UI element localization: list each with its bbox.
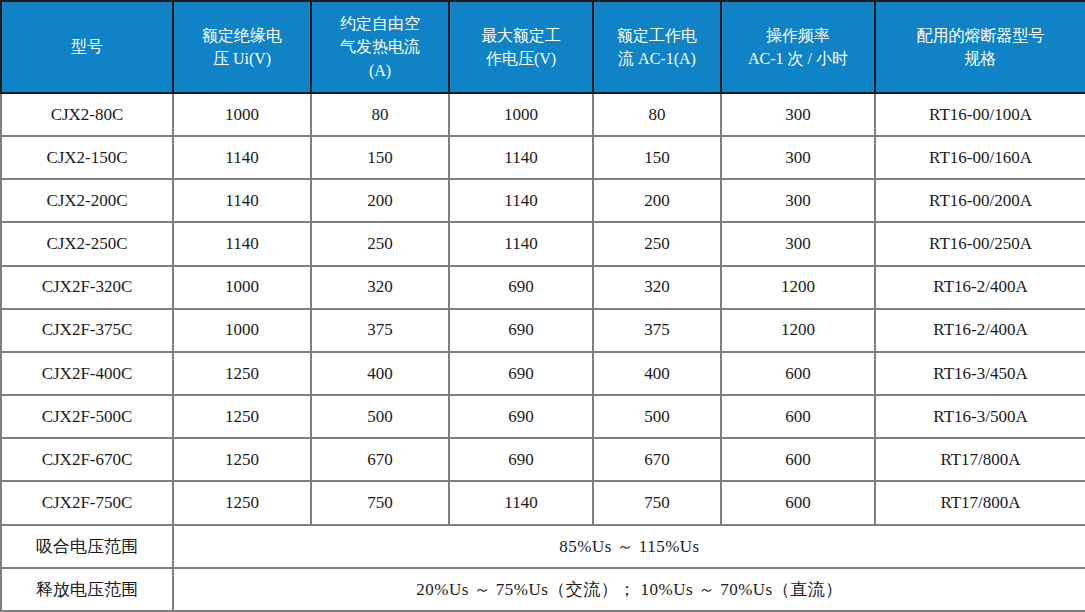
value-cell: 1000 (173, 93, 311, 136)
value-cell: 400 (311, 352, 449, 395)
value-cell: 250 (593, 222, 721, 265)
value-cell: 80 (311, 93, 449, 136)
value-cell: 150 (593, 136, 721, 179)
value-cell: 1140 (173, 222, 311, 265)
value-cell: 375 (311, 309, 449, 352)
table-body: CJX2-80C100080100080300RT16-00/100ACJX2-… (1, 93, 1085, 525)
release-voltage-label: 释放电压范围 (1, 568, 173, 611)
value-cell: 300 (721, 136, 875, 179)
header-row: 型号 额定绝缘电 压 Ui(V) 约定自由空 气发热电流 (A) 最大额定工 作… (1, 1, 1085, 93)
column-header-insulation-voltage: 额定绝缘电 压 Ui(V) (173, 1, 311, 93)
value-cell: 200 (311, 179, 449, 222)
value-cell: RT16-3/450A (875, 352, 1085, 395)
value-cell: 1000 (173, 309, 311, 352)
value-cell: 1250 (173, 438, 311, 481)
value-cell: 1140 (173, 136, 311, 179)
value-cell: RT16-00/200A (875, 179, 1085, 222)
table-row: CJX2F-320C10003206903201200RT16-2/400A (1, 266, 1085, 309)
value-cell: 690 (449, 309, 593, 352)
value-cell: 600 (721, 352, 875, 395)
pickup-voltage-row: 吸合电压范围 85%Us ～ 115%Us (1, 525, 1085, 568)
column-header-thermal-current: 约定自由空 气发热电流 (A) (311, 1, 449, 93)
value-cell: RT16-00/250A (875, 222, 1085, 265)
model-cell: CJX2-150C (1, 136, 173, 179)
pickup-voltage-value: 85%Us ～ 115%Us (173, 525, 1085, 568)
table-row: CJX2F-750C12507501140750600RT17/800A (1, 481, 1085, 524)
value-cell: 600 (721, 438, 875, 481)
value-cell: 300 (721, 179, 875, 222)
column-header-rated-current: 额定工作电 流 AC-1(A) (593, 1, 721, 93)
model-cell: CJX2-80C (1, 93, 173, 136)
value-cell: 500 (311, 395, 449, 438)
table-row: CJX2-80C100080100080300RT16-00/100A (1, 93, 1085, 136)
contactor-spec-table: 型号 额定绝缘电 压 Ui(V) 约定自由空 气发热电流 (A) 最大额定工 作… (0, 0, 1085, 612)
value-cell: 750 (311, 481, 449, 524)
value-cell: 500 (593, 395, 721, 438)
value-cell: 1250 (173, 481, 311, 524)
release-voltage-row: 释放电压范围 20%Us ～ 75%Us（交流）； 10%Us ～ 70%Us（… (1, 568, 1085, 611)
value-cell: 80 (593, 93, 721, 136)
table-row: CJX2-200C11402001140200300RT16-00/200A (1, 179, 1085, 222)
table-row: CJX2F-500C1250500690500600RT16-3/500A (1, 395, 1085, 438)
value-cell: 300 (721, 222, 875, 265)
value-cell: 690 (449, 352, 593, 395)
model-cell: CJX2-200C (1, 179, 173, 222)
pickup-voltage-label: 吸合电压范围 (1, 525, 173, 568)
value-cell: 375 (593, 309, 721, 352)
model-cell: CJX2F-400C (1, 352, 173, 395)
value-cell: 1250 (173, 395, 311, 438)
table-row: CJX2F-670C1250670690670600RT17/800A (1, 438, 1085, 481)
column-header-max-voltage: 最大额定工 作电压(V) (449, 1, 593, 93)
table-row: CJX2F-375C10003756903751200RT16-2/400A (1, 309, 1085, 352)
model-cell: CJX2F-750C (1, 481, 173, 524)
value-cell: 200 (593, 179, 721, 222)
model-cell: CJX2F-375C (1, 309, 173, 352)
value-cell: 1200 (721, 266, 875, 309)
table-row: CJX2F-400C1250400690400600RT16-3/450A (1, 352, 1085, 395)
value-cell: 1140 (449, 136, 593, 179)
table-row: CJX2-250C11402501140250300RT16-00/250A (1, 222, 1085, 265)
value-cell: 600 (721, 395, 875, 438)
value-cell: 1200 (721, 309, 875, 352)
value-cell: 690 (449, 438, 593, 481)
value-cell: 600 (721, 481, 875, 524)
value-cell: 1000 (173, 266, 311, 309)
value-cell: 1140 (173, 179, 311, 222)
value-cell: 1000 (449, 93, 593, 136)
value-cell: 300 (721, 93, 875, 136)
value-cell: 750 (593, 481, 721, 524)
table-header: 型号 额定绝缘电 压 Ui(V) 约定自由空 气发热电流 (A) 最大额定工 作… (1, 1, 1085, 93)
table-row: CJX2-150C11401501140150300RT16-00/160A (1, 136, 1085, 179)
value-cell: RT17/800A (875, 438, 1085, 481)
model-cell: CJX2F-670C (1, 438, 173, 481)
value-cell: 1140 (449, 179, 593, 222)
value-cell: 670 (311, 438, 449, 481)
value-cell: 400 (593, 352, 721, 395)
value-cell: RT17/800A (875, 481, 1085, 524)
value-cell: 1140 (449, 222, 593, 265)
value-cell: 150 (311, 136, 449, 179)
model-cell: CJX2-250C (1, 222, 173, 265)
column-header-operating-frequency: 操作频率 AC-1 次 / 小时 (721, 1, 875, 93)
value-cell: RT16-2/400A (875, 309, 1085, 352)
contactor-spec-page: 型号 额定绝缘电 压 Ui(V) 约定自由空 气发热电流 (A) 最大额定工 作… (0, 0, 1085, 612)
value-cell: 320 (593, 266, 721, 309)
release-voltage-value: 20%Us ～ 75%Us（交流）； 10%Us ～ 70%Us（直流） (173, 568, 1085, 611)
value-cell: 690 (449, 266, 593, 309)
value-cell: RT16-2/400A (875, 266, 1085, 309)
value-cell: 1140 (449, 481, 593, 524)
value-cell: 1250 (173, 352, 311, 395)
value-cell: RT16-00/160A (875, 136, 1085, 179)
value-cell: 690 (449, 395, 593, 438)
model-cell: CJX2F-500C (1, 395, 173, 438)
value-cell: 320 (311, 266, 449, 309)
column-header-model: 型号 (1, 1, 173, 93)
value-cell: RT16-00/100A (875, 93, 1085, 136)
table-footer: 吸合电压范围 85%Us ～ 115%Us 释放电压范围 20%Us ～ 75%… (1, 525, 1085, 611)
model-cell: CJX2F-320C (1, 266, 173, 309)
column-header-fuse-spec: 配用的熔断器型号 规格 (875, 1, 1085, 93)
value-cell: RT16-3/500A (875, 395, 1085, 438)
value-cell: 250 (311, 222, 449, 265)
value-cell: 670 (593, 438, 721, 481)
